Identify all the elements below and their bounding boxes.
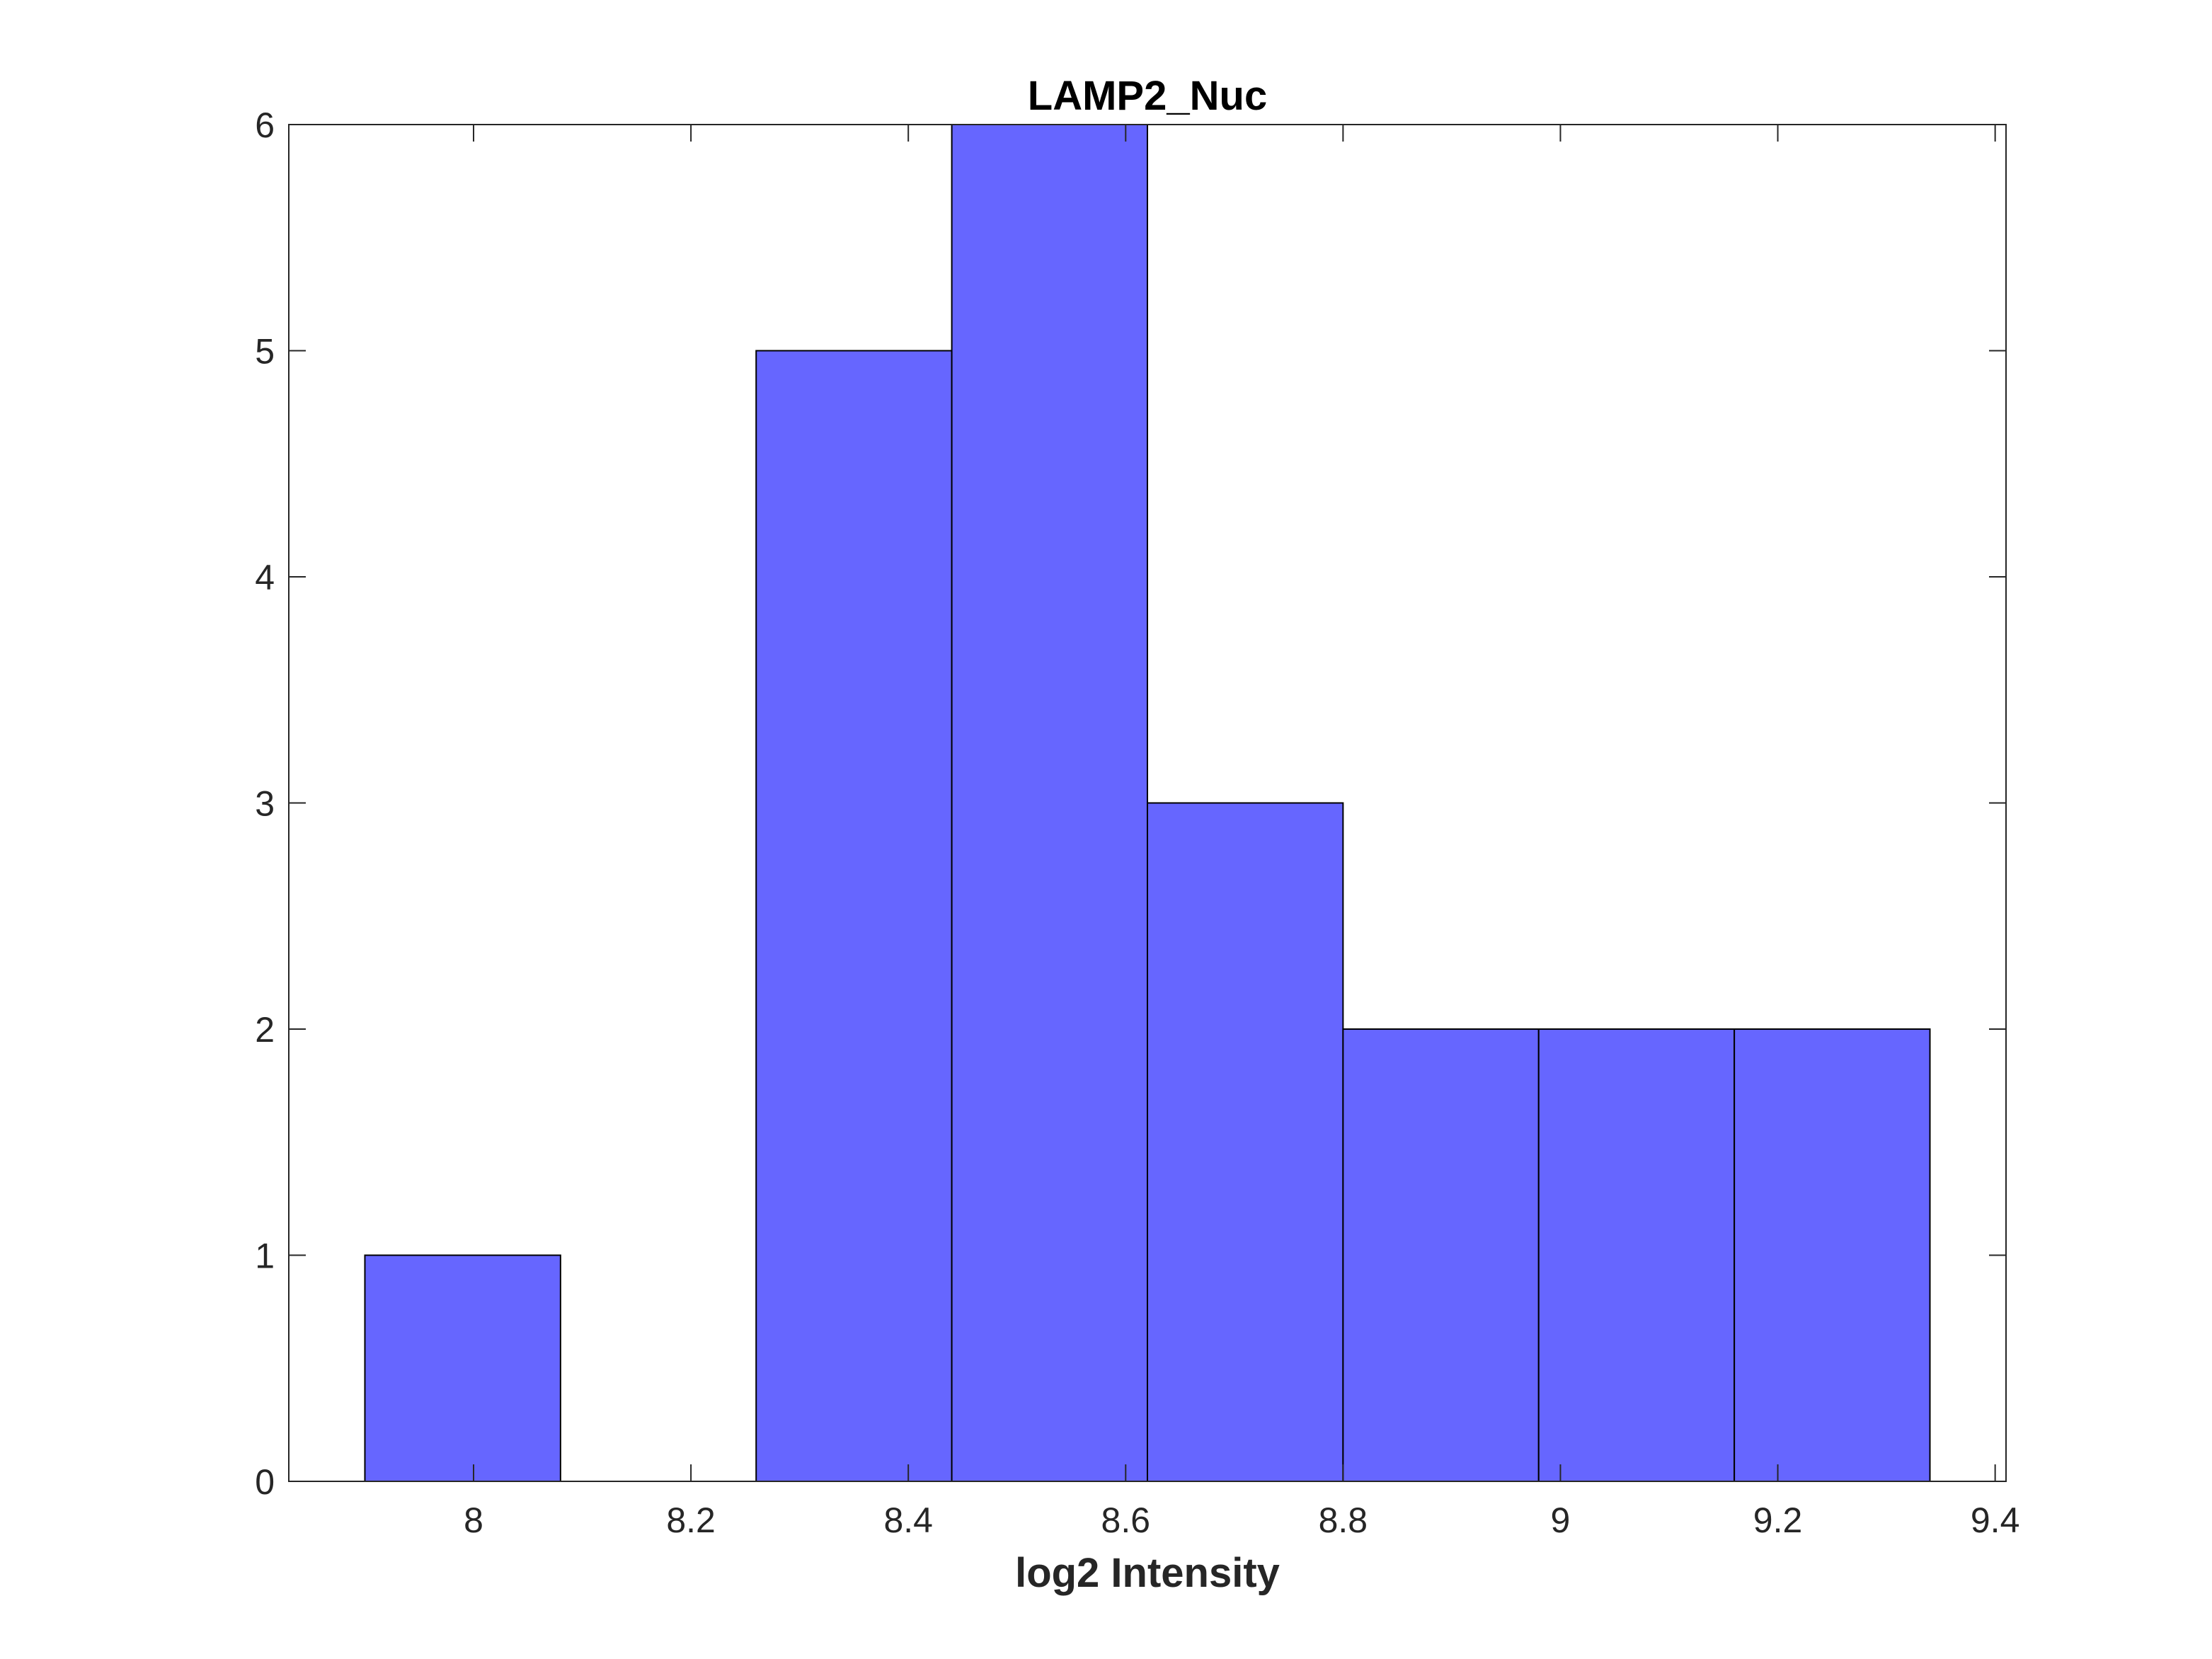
histogram-bar <box>364 1254 561 1482</box>
x-tick-label: 9.2 <box>1753 1500 1803 1540</box>
histogram-bar <box>755 350 953 1482</box>
x-tick-label: 8.4 <box>883 1500 933 1540</box>
x-axis-title: log2 Intensity <box>1015 1550 1280 1596</box>
x-tick-labels: 8 8.2 8.4 8.6 8.8 9 9.2 9.4 <box>464 1500 2019 1540</box>
x-tick-label: 8.6 <box>1101 1500 1151 1540</box>
chart-title: LAMP2_Nuc <box>1028 73 1267 119</box>
y-tick-labels: 0 1 2 3 4 5 6 <box>255 105 275 1502</box>
x-tick-label: 9.4 <box>1971 1500 2020 1540</box>
x-tick-label: 8.8 <box>1319 1500 1368 1540</box>
y-tick-label: 1 <box>255 1236 275 1276</box>
x-tick-label: 8 <box>464 1500 483 1540</box>
histogram-bar <box>951 124 1148 1482</box>
histogram-bar <box>1734 1028 1931 1482</box>
axes-box <box>288 124 2007 1482</box>
y-tick-label: 3 <box>255 784 275 824</box>
y-tick-label: 0 <box>255 1462 275 1502</box>
histogram-bar <box>1147 802 1344 1482</box>
histogram-bar <box>1537 1028 1736 1482</box>
bars-group <box>364 124 1931 1482</box>
y-tick-label: 4 <box>255 558 275 597</box>
x-tick-label: 9 <box>1551 1500 1571 1540</box>
y-tick-label: 2 <box>255 1010 275 1050</box>
x-tick-label: 8.2 <box>666 1500 716 1540</box>
y-tick-label: 5 <box>255 332 275 372</box>
histogram-bar <box>1342 1028 1540 1482</box>
y-tick-label: 6 <box>255 105 275 145</box>
